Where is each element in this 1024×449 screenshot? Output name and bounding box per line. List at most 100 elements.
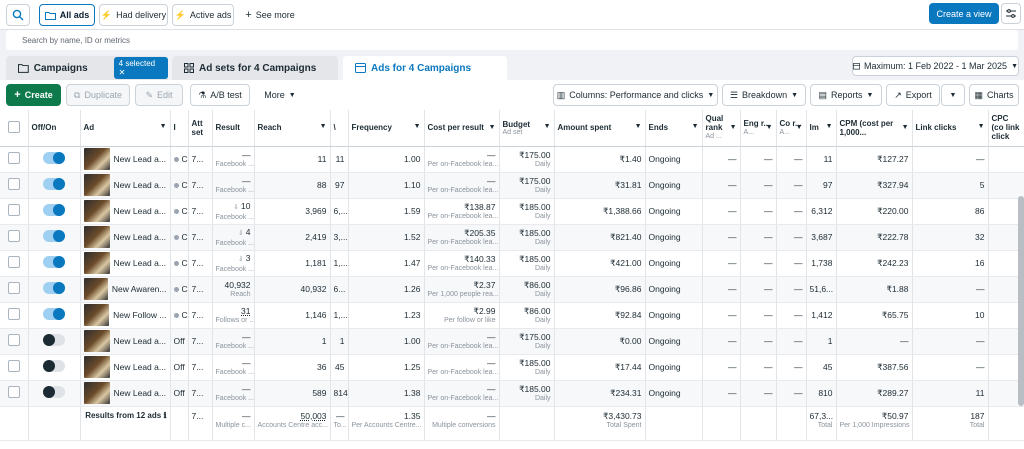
ad-name-cell[interactable]: New Follow ... bbox=[80, 302, 171, 329]
ad-name-link[interactable]: New Lead a... bbox=[113, 362, 166, 372]
toggle-cell[interactable] bbox=[28, 380, 81, 407]
row-checkbox[interactable] bbox=[7, 360, 20, 372]
column-header[interactable]: Budget Ad set ▼ bbox=[499, 110, 555, 147]
column-header[interactable]: CPM (cost per 1,000... ▼ bbox=[836, 110, 913, 147]
ad-toggle-switch[interactable] bbox=[43, 334, 65, 346]
ad-name-cell[interactable]: New Lead a... bbox=[80, 354, 171, 381]
ad-name-cell[interactable]: New Awaren... bbox=[80, 276, 171, 303]
more-button[interactable]: More ▼ bbox=[256, 84, 304, 106]
tab-adsets[interactable]: Ad sets for 4 Campaigns bbox=[172, 56, 338, 80]
row-checkbox[interactable] bbox=[7, 178, 20, 190]
ad-name-link[interactable]: New Lead a... bbox=[113, 258, 166, 268]
ad-toggle-switch[interactable] bbox=[43, 308, 65, 320]
date-range-picker[interactable]: Maximum: 1 Feb 2022 - 1 Mar 2025 ▼ bbox=[852, 56, 1019, 76]
chevron-down-icon[interactable]: ▼ bbox=[825, 123, 833, 130]
ad-name-cell[interactable]: New Lead a... bbox=[80, 380, 171, 407]
toggle-cell[interactable] bbox=[28, 276, 81, 303]
table-row[interactable]: New Lead a... Off 7... — Facebook ... 589 814 1… bbox=[0, 380, 1024, 407]
table-row[interactable]: New Lead a... Off 7... — Facebook ... 1 1 1.00—… bbox=[0, 328, 1024, 355]
see-more-button[interactable]: + See more bbox=[240, 4, 300, 26]
ad-name-cell[interactable]: New Lead a... bbox=[80, 328, 171, 355]
column-header[interactable]: Qual rank Ad ... ▼ bbox=[702, 110, 741, 147]
ad-name-link[interactable]: New Lead a... bbox=[113, 154, 166, 164]
toggle-cell[interactable] bbox=[28, 328, 81, 355]
create-view-button[interactable]: Create a view bbox=[929, 3, 999, 24]
ad-name-cell[interactable]: New Lead a... bbox=[80, 172, 171, 199]
ad-toggle-switch[interactable] bbox=[43, 178, 65, 190]
tab-campaigns[interactable]: Campaigns 4 selected ✕ bbox=[6, 56, 168, 80]
edit-button[interactable]: ✎ Edit bbox=[135, 84, 183, 106]
ad-toggle-switch[interactable] bbox=[43, 360, 65, 372]
ad-toggle-switch[interactable] bbox=[43, 152, 65, 164]
chevron-down-icon[interactable]: ▼ bbox=[795, 124, 803, 131]
ad-toggle-switch[interactable] bbox=[43, 386, 65, 398]
row-checkbox[interactable] bbox=[7, 282, 20, 294]
table-row[interactable]: New Lead a... C 7... — Facebook ... 11 11 1.00—… bbox=[0, 146, 1024, 173]
selected-badge[interactable]: 4 selected ✕ bbox=[113, 57, 168, 79]
row-select-cell[interactable] bbox=[0, 198, 29, 225]
ad-name-cell[interactable]: New Lead a... bbox=[80, 224, 171, 251]
column-header[interactable]: Co r... A... ▼ bbox=[776, 110, 807, 147]
ad-name-link[interactable]: New Lead a... bbox=[113, 336, 166, 346]
select-all-header[interactable] bbox=[0, 110, 29, 147]
column-header[interactable]: Amount spent ▼ bbox=[554, 110, 646, 147]
ad-name-link[interactable]: New Lead a... bbox=[113, 232, 166, 242]
column-header[interactable]: Im ▼ bbox=[806, 110, 837, 147]
settings-sliders-button[interactable] bbox=[1001, 3, 1021, 24]
row-select-cell[interactable] bbox=[0, 328, 29, 355]
row-select-cell[interactable] bbox=[0, 302, 29, 329]
table-row[interactable]: New Lead a... C 7... ⇓ 3 Facebook ... 1,181 1,.… bbox=[0, 250, 1024, 277]
charts-button[interactable]: ▦ Charts bbox=[969, 84, 1019, 106]
chevron-down-icon[interactable]: ▼ bbox=[634, 123, 642, 130]
chevron-down-icon[interactable]: ▼ bbox=[691, 123, 699, 130]
ad-toggle-switch[interactable] bbox=[43, 282, 65, 294]
ad-name-link[interactable]: New Lead a... bbox=[113, 206, 166, 216]
toggle-cell[interactable] bbox=[28, 302, 81, 329]
ad-name-link[interactable]: New Lead a... bbox=[113, 180, 166, 190]
all-ads-filter-button[interactable]: All ads bbox=[39, 4, 95, 26]
ad-name-cell[interactable]: New Lead a... bbox=[80, 146, 171, 173]
had-delivery-filter-button[interactable]: ⚡ Had delivery bbox=[99, 4, 168, 26]
export-chevron-button[interactable]: ▼ bbox=[941, 84, 965, 106]
table-row[interactable]: New Lead a... C 7... ⇓ 4 Facebook ... 2,419 3,.… bbox=[0, 224, 1024, 251]
toggle-cell[interactable] bbox=[28, 224, 81, 251]
ad-toggle-switch[interactable] bbox=[43, 256, 65, 268]
create-button[interactable]: + Create bbox=[6, 84, 61, 106]
row-select-cell[interactable] bbox=[0, 250, 29, 277]
row-checkbox[interactable] bbox=[7, 230, 20, 242]
column-header[interactable]: \ bbox=[330, 110, 349, 147]
row-checkbox[interactable] bbox=[7, 334, 20, 346]
row-checkbox[interactable] bbox=[7, 386, 20, 398]
column-header[interactable]: Eng r... A... ▼ bbox=[740, 110, 777, 147]
reports-dropdown[interactable]: ▤ Reports ▼ bbox=[810, 84, 882, 106]
chevron-down-icon[interactable]: ▼ bbox=[765, 124, 773, 131]
row-select-cell[interactable] bbox=[0, 172, 29, 199]
column-header[interactable]: Ad ▼ bbox=[80, 110, 171, 147]
column-header[interactable]: Att set bbox=[188, 110, 213, 147]
tab-ads[interactable]: Ads for 4 Campaigns bbox=[343, 56, 507, 80]
chevron-down-icon[interactable]: ▼ bbox=[543, 123, 551, 130]
ad-name-cell[interactable]: New Lead a... bbox=[80, 198, 171, 225]
close-icon[interactable]: ✕ bbox=[118, 68, 126, 77]
row-checkbox[interactable] bbox=[7, 204, 20, 216]
toggle-cell[interactable] bbox=[28, 250, 81, 277]
row-checkbox[interactable] bbox=[7, 308, 20, 320]
column-header[interactable]: Result bbox=[212, 110, 255, 147]
row-checkbox[interactable] bbox=[7, 152, 20, 164]
row-select-cell[interactable] bbox=[0, 354, 29, 381]
row-select-cell[interactable] bbox=[0, 224, 29, 251]
table-row[interactable]: New Follow ... C 7... 31 Follows or ... 1,146… bbox=[0, 302, 1024, 329]
chevron-down-icon[interactable]: ▼ bbox=[413, 123, 421, 130]
column-header[interactable]: Reach ▼ bbox=[254, 110, 331, 147]
toggle-cell[interactable] bbox=[28, 198, 81, 225]
table-row[interactable]: New Awaren... C 7... 40,932 Reach 40,932 6... 1… bbox=[0, 276, 1024, 303]
ab-test-button[interactable]: ⚗ A/B test bbox=[190, 84, 250, 106]
chevron-down-icon[interactable]: ▼ bbox=[488, 124, 496, 131]
column-header[interactable]: Frequency ▼ bbox=[348, 110, 425, 147]
vertical-scrollbar[interactable] bbox=[1018, 196, 1024, 406]
chevron-down-icon[interactable]: ▼ bbox=[901, 124, 909, 131]
ad-name-cell[interactable]: New Lead a... bbox=[80, 250, 171, 277]
ad-toggle-switch[interactable] bbox=[43, 204, 65, 216]
column-header[interactable]: Off/On bbox=[28, 110, 81, 147]
breakdown-dropdown[interactable]: ☰ Breakdown ▼ bbox=[722, 84, 806, 106]
